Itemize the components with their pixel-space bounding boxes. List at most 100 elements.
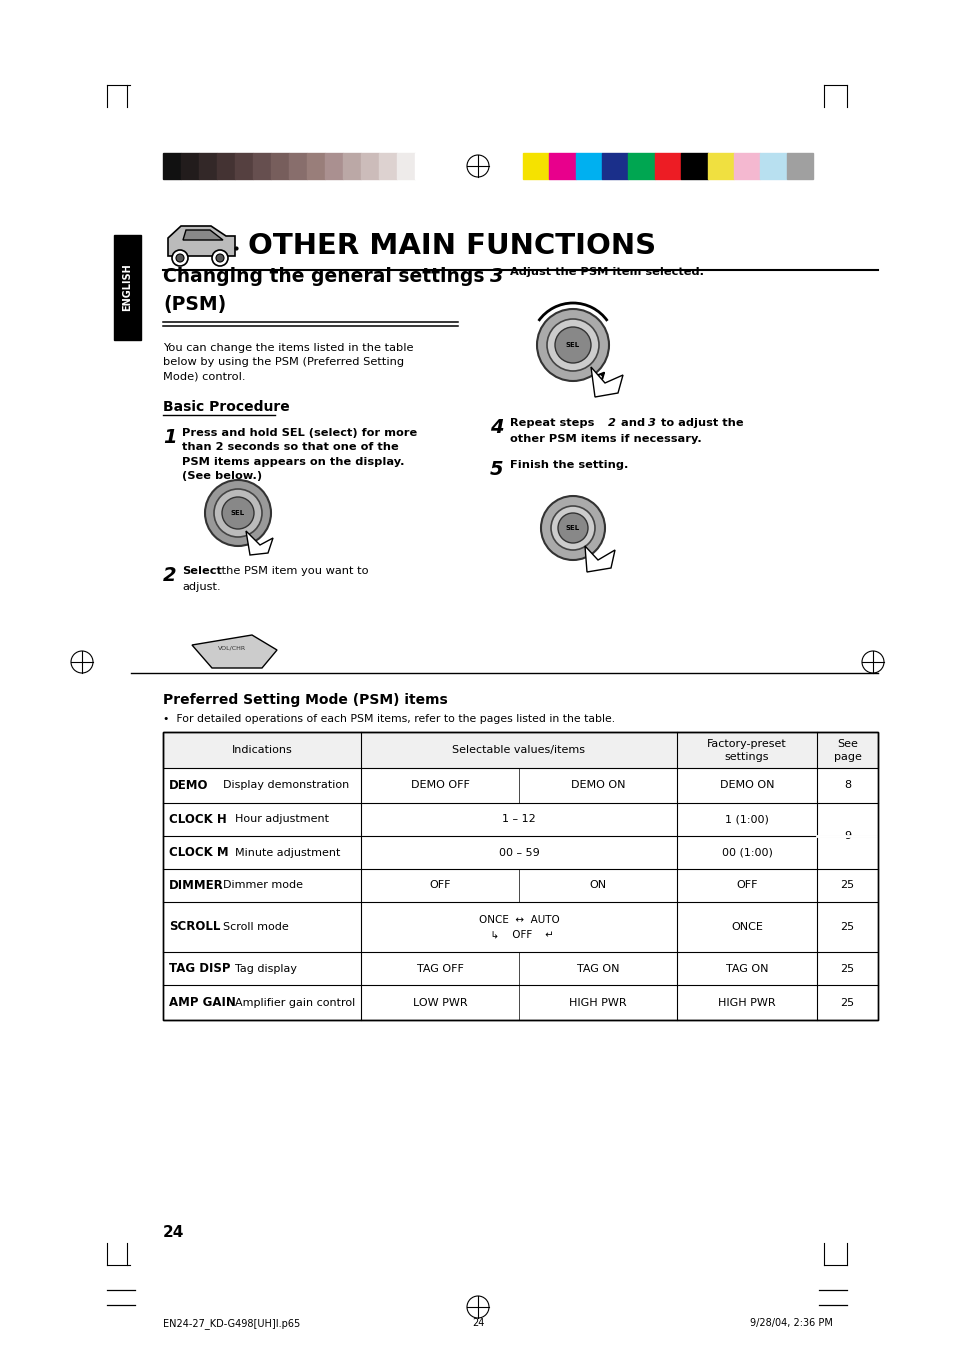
Text: and: and [617, 417, 648, 428]
Bar [163, 732, 877, 1020]
Bar [181, 153, 199, 178]
Text: EN24-27_KD-G498[UH]I.p65: EN24-27_KD-G498[UH]I.p65 [163, 1319, 300, 1329]
Text: 9/28/04, 2:36 PM: 9/28/04, 2:36 PM [749, 1319, 832, 1328]
Text: Repeat steps: Repeat steps [510, 417, 598, 428]
Text: DEMO ON: DEMO ON [570, 781, 624, 790]
Text: 4: 4 [490, 417, 503, 436]
Bar [343, 153, 360, 178]
Text: CLOCK H: CLOCK H [169, 813, 227, 825]
Bar [654, 153, 680, 178]
Bar [707, 153, 733, 178]
Bar [163, 732, 877, 1020]
Bar [199, 153, 216, 178]
Text: Adjust the PSM item selected.: Adjust the PSM item selected. [510, 267, 703, 277]
Text: 2: 2 [163, 566, 176, 585]
Text: 1 (1:00): 1 (1:00) [724, 815, 768, 824]
Circle shape [222, 497, 253, 530]
Text: 1: 1 [163, 428, 176, 447]
Text: 2: 2 [607, 417, 616, 428]
Circle shape [205, 480, 271, 546]
Text: SEL: SEL [231, 509, 245, 516]
Text: Select: Select [182, 566, 222, 576]
Text: Tag display: Tag display [234, 963, 296, 974]
Polygon shape [192, 635, 276, 667]
Text: CLOCK M: CLOCK M [169, 846, 229, 859]
Text: Amplifier gain control: Amplifier gain control [234, 997, 355, 1008]
Bar [271, 153, 289, 178]
Text: 25: 25 [840, 997, 854, 1008]
Circle shape [551, 507, 595, 550]
Circle shape [213, 489, 262, 536]
Text: VOL/CHR: VOL/CHR [217, 646, 246, 650]
Text: 9: 9 [843, 831, 850, 842]
Circle shape [558, 513, 587, 543]
Bar [253, 153, 271, 178]
Bar [575, 153, 601, 178]
Text: 1 – 12: 1 – 12 [501, 815, 536, 824]
Text: to adjust the: to adjust the [657, 417, 742, 428]
Text: (PSM): (PSM) [163, 295, 226, 313]
Text: ONCE: ONCE [730, 921, 762, 932]
Bar [396, 153, 415, 178]
Text: SCROLL: SCROLL [169, 920, 220, 934]
Text: page: page [833, 753, 861, 762]
Text: other PSM items if necessary.: other PSM items if necessary. [510, 434, 701, 444]
Text: Changing the general settings: Changing the general settings [163, 267, 484, 286]
Text: TAG ON: TAG ON [725, 963, 767, 974]
Bar [680, 153, 707, 178]
Circle shape [172, 250, 188, 266]
Text: HIGH PWR: HIGH PWR [718, 997, 775, 1008]
Text: SEL: SEL [565, 342, 579, 349]
Text: AMP GAIN: AMP GAIN [169, 996, 235, 1009]
Text: ONCE  ↔  AUTO
  ↳    OFF    ↵: ONCE ↔ AUTO ↳ OFF ↵ [478, 915, 558, 939]
Text: OFF: OFF [736, 881, 757, 890]
Text: OFF: OFF [429, 881, 450, 890]
Circle shape [555, 327, 590, 363]
Text: 00 (1:00): 00 (1:00) [720, 847, 772, 858]
Bar [415, 153, 433, 178]
Circle shape [546, 319, 598, 372]
Text: Hour adjustment: Hour adjustment [234, 815, 329, 824]
Polygon shape [584, 546, 615, 571]
Text: OTHER MAIN FUNCTIONS: OTHER MAIN FUNCTIONS [248, 232, 656, 259]
Text: •  For detailed operations of each PSM items, refer to the pages listed in the t: • For detailed operations of each PSM it… [163, 713, 615, 724]
Bar [549, 153, 575, 178]
Text: 00 – 59: 00 – 59 [498, 847, 538, 858]
Text: 3: 3 [490, 267, 503, 286]
Text: ENGLISH: ENGLISH [122, 263, 132, 311]
Bar [163, 153, 181, 178]
Text: Display demonstration: Display demonstration [223, 781, 349, 790]
Text: Preferred Setting Mode (PSM) items: Preferred Setting Mode (PSM) items [163, 693, 447, 707]
Text: See: See [836, 739, 857, 748]
Bar [360, 153, 378, 178]
Circle shape [215, 254, 224, 262]
Polygon shape [590, 367, 622, 397]
Text: 8: 8 [843, 781, 850, 790]
Text: 25: 25 [840, 881, 854, 890]
Text: 5: 5 [490, 459, 503, 480]
Circle shape [540, 496, 604, 561]
Bar [234, 153, 253, 178]
Polygon shape [246, 531, 273, 555]
Text: Minute adjustment: Minute adjustment [234, 847, 340, 858]
Text: TAG OFF: TAG OFF [416, 963, 463, 974]
Bar [307, 153, 325, 178]
Circle shape [175, 254, 184, 262]
Text: Finish the setting.: Finish the setting. [510, 459, 628, 470]
Text: TAG DISP: TAG DISP [169, 962, 231, 975]
Polygon shape [168, 226, 234, 255]
Text: Scroll mode: Scroll mode [223, 921, 289, 932]
Text: adjust.: adjust. [182, 582, 220, 592]
Text: Indications: Indications [232, 744, 292, 755]
Text: Press and hold SEL (select) for more
than 2 seconds so that one of the
PSM items: Press and hold SEL (select) for more tha… [182, 428, 416, 481]
Bar [628, 153, 654, 178]
Text: 3: 3 [647, 417, 655, 428]
Text: settings: settings [724, 753, 768, 762]
Text: ON: ON [589, 881, 606, 890]
Text: 25: 25 [840, 963, 854, 974]
Bar [786, 153, 812, 178]
Text: 25: 25 [840, 921, 854, 932]
Text: 24: 24 [163, 1225, 184, 1240]
Text: LOW PWR: LOW PWR [413, 997, 467, 1008]
Circle shape [537, 309, 608, 381]
